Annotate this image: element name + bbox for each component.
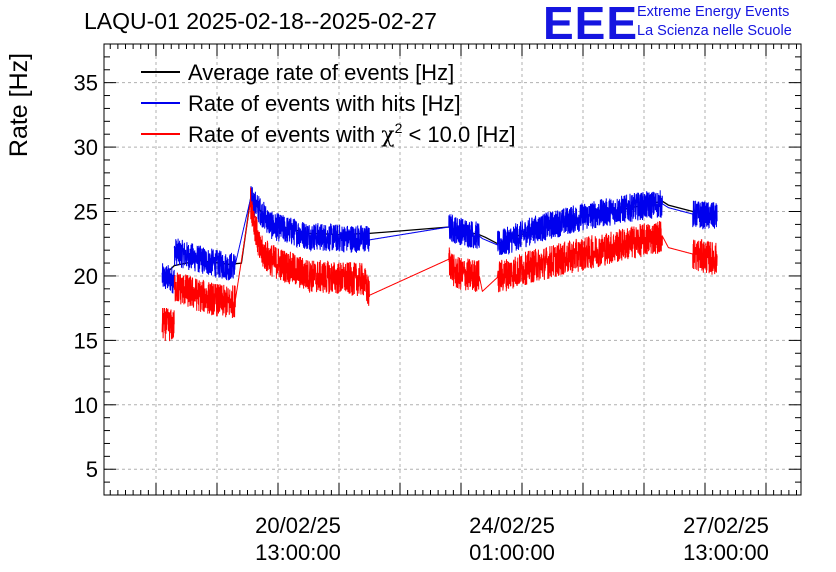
legend: Average rate of events [Hz] Rate of event… <box>141 60 515 148</box>
series-line-chi2 <box>173 187 718 319</box>
y-tick-label: 10 <box>74 393 98 418</box>
eee-logo: EEE <box>543 0 639 49</box>
y-tick-label: 35 <box>74 71 98 96</box>
eee-logo-caption: Extreme Energy Events La Scienza nelle S… <box>637 3 792 41</box>
legend-label: Rate of events with hits [Hz] <box>188 91 461 116</box>
axes-ticks: 510152025303520/02/2513:00:0024/02/2501:… <box>74 43 801 565</box>
y-tick-label: 30 <box>74 135 98 160</box>
legend-label: Average rate of events [Hz] <box>188 60 454 85</box>
x-tick-label-time: 13:00:00 <box>255 540 341 565</box>
chart-title: LAQU-01 2025-02-18--2025-02-27 <box>84 8 437 34</box>
y-tick-label: 5 <box>86 457 98 482</box>
series-line-chi2 <box>161 307 175 342</box>
x-tick-label-time: 13:00:00 <box>683 540 769 565</box>
y-tick-label: 15 <box>74 328 98 353</box>
series-line-hits <box>173 186 718 281</box>
logo-line-1: Extreme Energy Events <box>637 4 790 20</box>
plot-frame <box>103 43 802 496</box>
x-tick-label-date: 27/02/25 <box>683 513 769 538</box>
legend-label: Rate of events with χ2 < 10.0 [Hz] <box>188 120 515 148</box>
series-line-hits <box>161 263 175 294</box>
series-layer <box>161 186 718 342</box>
y-tick-label: 25 <box>74 200 98 225</box>
logo-line-2: La Scienza nelle Scuole <box>637 23 792 39</box>
y-tick-label: 20 <box>74 264 98 289</box>
x-tick-label-date: 20/02/25 <box>255 513 341 538</box>
y-axis-label: Rate [Hz] <box>5 53 33 157</box>
x-tick-label-time: 01:00:00 <box>469 540 555 565</box>
x-tick-label-date: 24/02/25 <box>469 513 555 538</box>
